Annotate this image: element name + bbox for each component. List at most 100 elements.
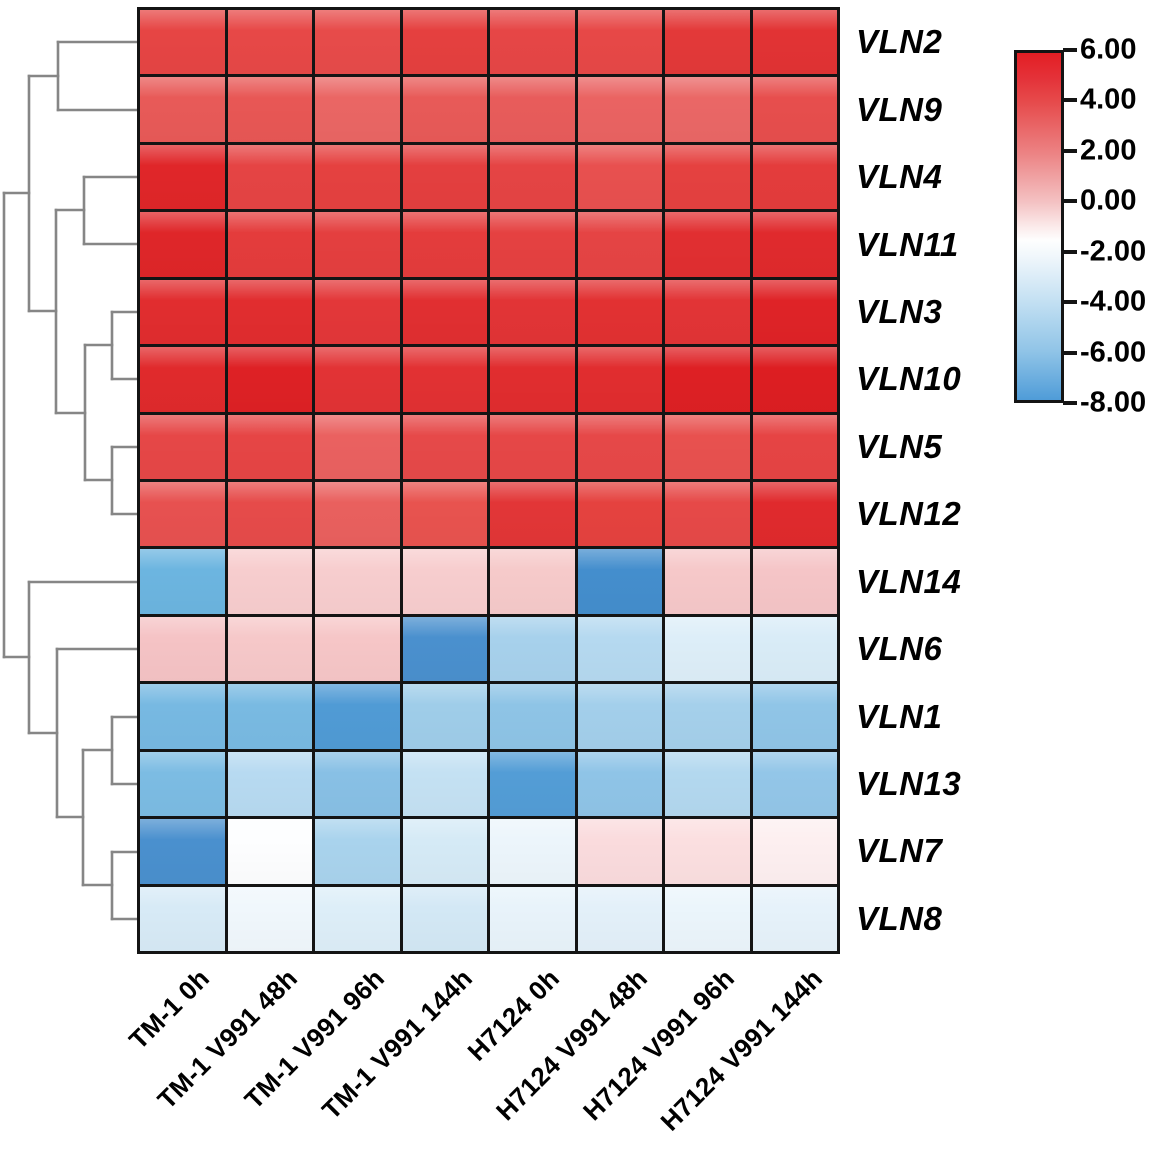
- heatmap-cell: [665, 549, 750, 614]
- row-dendrogram: [2, 40, 139, 921]
- heatmap-cell: [752, 684, 837, 749]
- colorbar-tick: [1063, 98, 1077, 102]
- heatmap-cell: [490, 819, 575, 884]
- heatmap-cell: [490, 10, 575, 75]
- heatmap-cell: [490, 684, 575, 749]
- heatmap-cell: [752, 144, 837, 210]
- heatmap-cell: [402, 144, 487, 210]
- heatmap-cell: [752, 212, 837, 277]
- heatmap-cell: [140, 482, 225, 547]
- heatmap-cell: [227, 684, 312, 749]
- heatmap-cell: [665, 886, 750, 951]
- heatmap-cell: [577, 144, 662, 210]
- heatmap-cell: [315, 279, 400, 345]
- heatmap-cell: [315, 684, 400, 749]
- heatmap-cell: [315, 482, 400, 547]
- heatmap-cell: [665, 347, 750, 412]
- heatmap-cell: [402, 549, 487, 614]
- heatmap-cell: [752, 10, 837, 75]
- colorbar-tick: [1063, 250, 1077, 254]
- heatmap-cell: [490, 144, 575, 210]
- heatmap-cell: [577, 10, 662, 75]
- row-label: VLN1: [856, 698, 943, 735]
- heatmap-cell: [315, 549, 400, 614]
- row-label: VLN9: [856, 91, 943, 128]
- row-label: VLN8: [856, 900, 943, 937]
- heatmap-cell: [577, 751, 662, 817]
- heatmap-cell: [402, 751, 487, 817]
- heatmap-cell: [227, 347, 312, 412]
- colorbar-tick-label: -4.00: [1080, 285, 1147, 318]
- heatmap-cell: [490, 347, 575, 412]
- heatmap-cell: [665, 414, 750, 479]
- heatmap-cell: [227, 482, 312, 547]
- heatmap-cell: [402, 347, 487, 412]
- heatmap-cell: [577, 414, 662, 479]
- heatmap-cell: [140, 751, 225, 817]
- heatmap-cell: [752, 77, 837, 142]
- row-label: VLN12: [856, 495, 962, 532]
- heatmap-cell: [665, 10, 750, 75]
- heatmap-cell: [665, 212, 750, 277]
- heatmap-cell: [577, 684, 662, 749]
- heatmap-cell: [140, 414, 225, 479]
- row-label: VLN7: [856, 832, 943, 869]
- heatmap-cell: [752, 819, 837, 884]
- heatmap-cell: [490, 549, 575, 614]
- row-label: VLN14: [856, 563, 962, 600]
- row-label: VLN10: [856, 360, 962, 397]
- colorbar-tick: [1063, 351, 1077, 355]
- heatmap-cell: [752, 549, 837, 614]
- heatmap-cell: [140, 77, 225, 142]
- heatmap-cell: [227, 144, 312, 210]
- heatmap-cell: [490, 77, 575, 142]
- colorbar-tick: [1063, 300, 1077, 304]
- colorbar-tick: [1063, 149, 1077, 153]
- heatmap-cell: [665, 482, 750, 547]
- heatmap-cell: [665, 279, 750, 345]
- heatmap-cell: [665, 144, 750, 210]
- heatmap-cell: [577, 77, 662, 142]
- colorbar-tick-label: 0.00: [1080, 184, 1137, 217]
- heatmap-cell: [227, 10, 312, 75]
- heatmap-cell: [140, 886, 225, 951]
- heatmap-cell: [402, 886, 487, 951]
- row-label: VLN3: [856, 293, 943, 330]
- heatmap-cell: [402, 684, 487, 749]
- heatmap-cell: [227, 279, 312, 345]
- heatmap-cell: [227, 414, 312, 479]
- heatmap-cell: [315, 77, 400, 142]
- heatmap-cell: [140, 616, 225, 682]
- heatmap-cell: [402, 414, 487, 479]
- heatmap-cell: [577, 616, 662, 682]
- column-label: H7124 V991 48h: [490, 963, 654, 1127]
- colorbar-tick-label: 2.00: [1080, 134, 1137, 167]
- heatmap-cell: [315, 10, 400, 75]
- heatmap-cell: [227, 751, 312, 817]
- colorbar-tick-label: 4.00: [1080, 83, 1137, 116]
- heatmap-cell: [752, 279, 837, 345]
- heatmap-cell: [402, 616, 487, 682]
- heatmap-cell: [577, 819, 662, 884]
- row-label: VLN2: [856, 23, 943, 60]
- heatmap-cell: [752, 886, 837, 951]
- heatmap-cell: [665, 751, 750, 817]
- heatmap-cell: [752, 482, 837, 547]
- heatmap-cell: [490, 414, 575, 479]
- heatmap-grid: [137, 7, 840, 954]
- heatmap-cell: [490, 886, 575, 951]
- heatmap-cell: [490, 279, 575, 345]
- heatmap-cell: [402, 482, 487, 547]
- heatmap-cell: [140, 10, 225, 75]
- heatmap-cell: [752, 751, 837, 817]
- heatmap-cell: [665, 819, 750, 884]
- colorbar-tick-label: 6.00: [1080, 33, 1137, 66]
- heatmap-cell: [140, 347, 225, 412]
- column-label: H7124 V991 96h: [577, 963, 741, 1127]
- heatmap-cell: [665, 77, 750, 142]
- colorbar-tick: [1063, 401, 1077, 405]
- heatmap-cell: [402, 819, 487, 884]
- heatmap-cell: [665, 684, 750, 749]
- row-label: VLN6: [856, 630, 943, 667]
- colorbar-tick-label: -8.00: [1080, 386, 1147, 419]
